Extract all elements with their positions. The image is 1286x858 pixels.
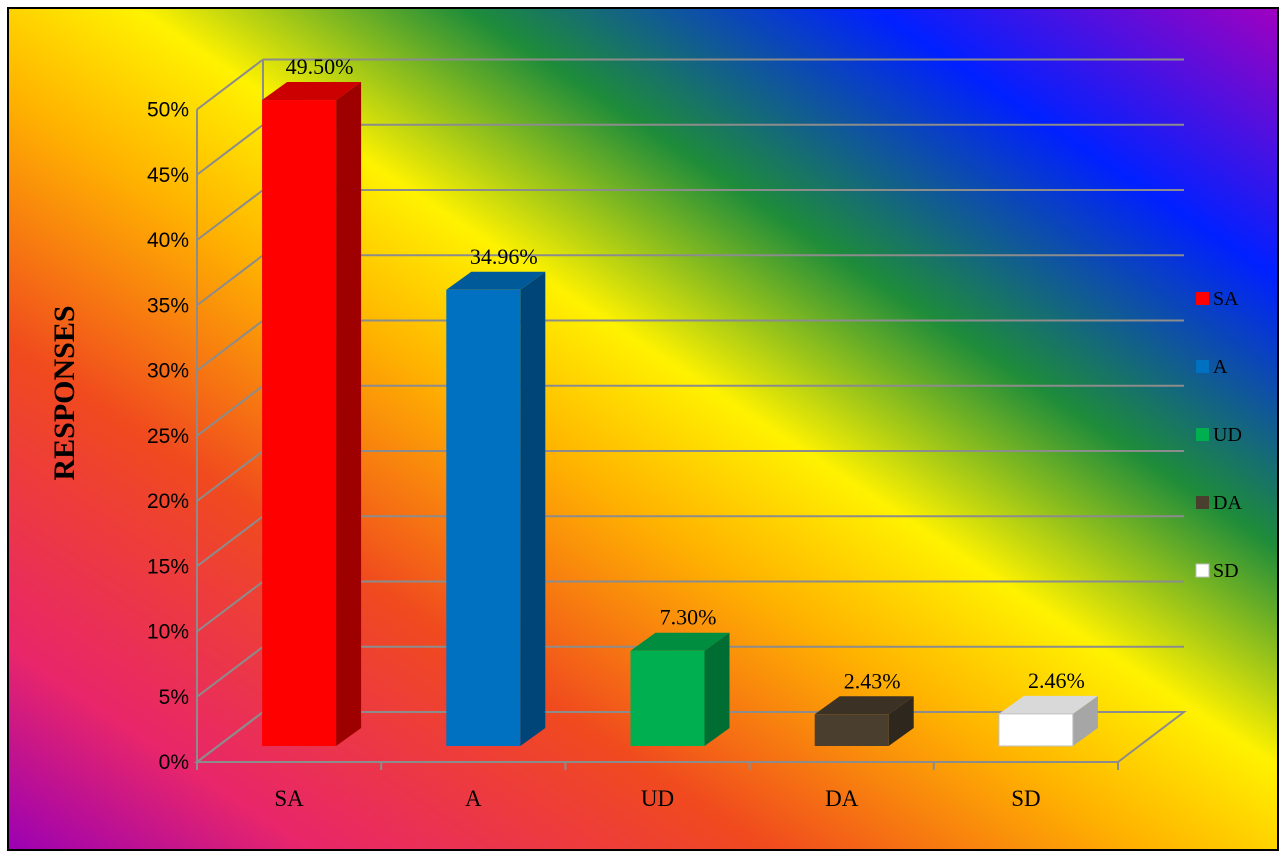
bar-ud [630,632,730,746]
bar-front [630,650,705,746]
legend-label: UD [1213,424,1242,446]
gridline-side [196,254,264,307]
x-tick-label: SD [1011,786,1040,811]
bar-side [704,632,730,746]
y-tick-label: 50% [147,99,189,122]
bar-a [446,271,546,746]
y-tick-label: 45% [147,164,189,187]
legend-label: SA [1213,288,1239,310]
legend-swatch [1196,360,1209,373]
bar-front [998,713,1074,747]
y-tick-label: 0% [159,751,189,774]
bar-side [336,82,362,746]
y-tick-label: 40% [147,229,189,252]
legend-item-sa: SA [1196,288,1239,310]
legend-swatch [1196,292,1209,305]
gridline-side [196,58,264,111]
bar-side [1072,695,1098,746]
gridline-side [196,123,264,176]
gridline-side [196,450,264,502]
x-tick-label: SA [274,786,304,811]
data-label: 34.96% [470,244,538,269]
bar-front [814,714,889,746]
y-tick-label: 10% [147,621,189,644]
legend-item-sd: SD [1195,560,1239,582]
bar-top [630,632,730,651]
bar-top [998,695,1098,714]
y-tick-label: 25% [147,425,189,448]
data-label: 2.46% [1028,668,1085,693]
bar-front [446,289,521,746]
bar-top [262,82,362,101]
bar-side [888,696,914,746]
legend-swatch [1196,428,1209,441]
bar-sa [262,82,362,746]
y-tick-label: 20% [147,490,189,513]
y-tick-label: 15% [147,555,189,578]
legend-item-ud: UD [1196,424,1242,446]
y-tick-label: 5% [159,686,189,709]
data-label: 7.30% [660,605,717,630]
x-tick-label: A [465,786,482,811]
bar-da [814,696,914,746]
bar-top [446,271,546,290]
gridline-side [196,515,264,568]
gridline-side [196,384,264,437]
legend-label: A [1213,356,1228,378]
legend-label: SD [1213,560,1239,582]
bar-sd [998,695,1098,747]
bar-front [262,100,337,746]
gridline-side [196,645,264,698]
data-label: 49.50% [286,54,354,79]
legend-item-a: A [1196,356,1228,378]
gridline-side [196,711,264,763]
bar-side [520,271,546,746]
legend-swatch [1196,496,1209,509]
x-tick-label: DA [825,786,859,811]
data-label: 2.43% [844,668,901,693]
legend-item-da: DA [1196,492,1242,514]
legend-swatch [1195,563,1210,578]
bar-top [814,696,914,715]
gridline-side [196,189,264,241]
x-tick-label: UD [641,786,674,811]
y-tick-label: 30% [147,360,189,383]
legend-label: DA [1213,492,1242,514]
gridline-side [196,319,264,372]
gridline-side [196,580,264,633]
y-axis-title: RESPONSES [48,305,81,480]
y-tick-label: 35% [147,294,189,317]
